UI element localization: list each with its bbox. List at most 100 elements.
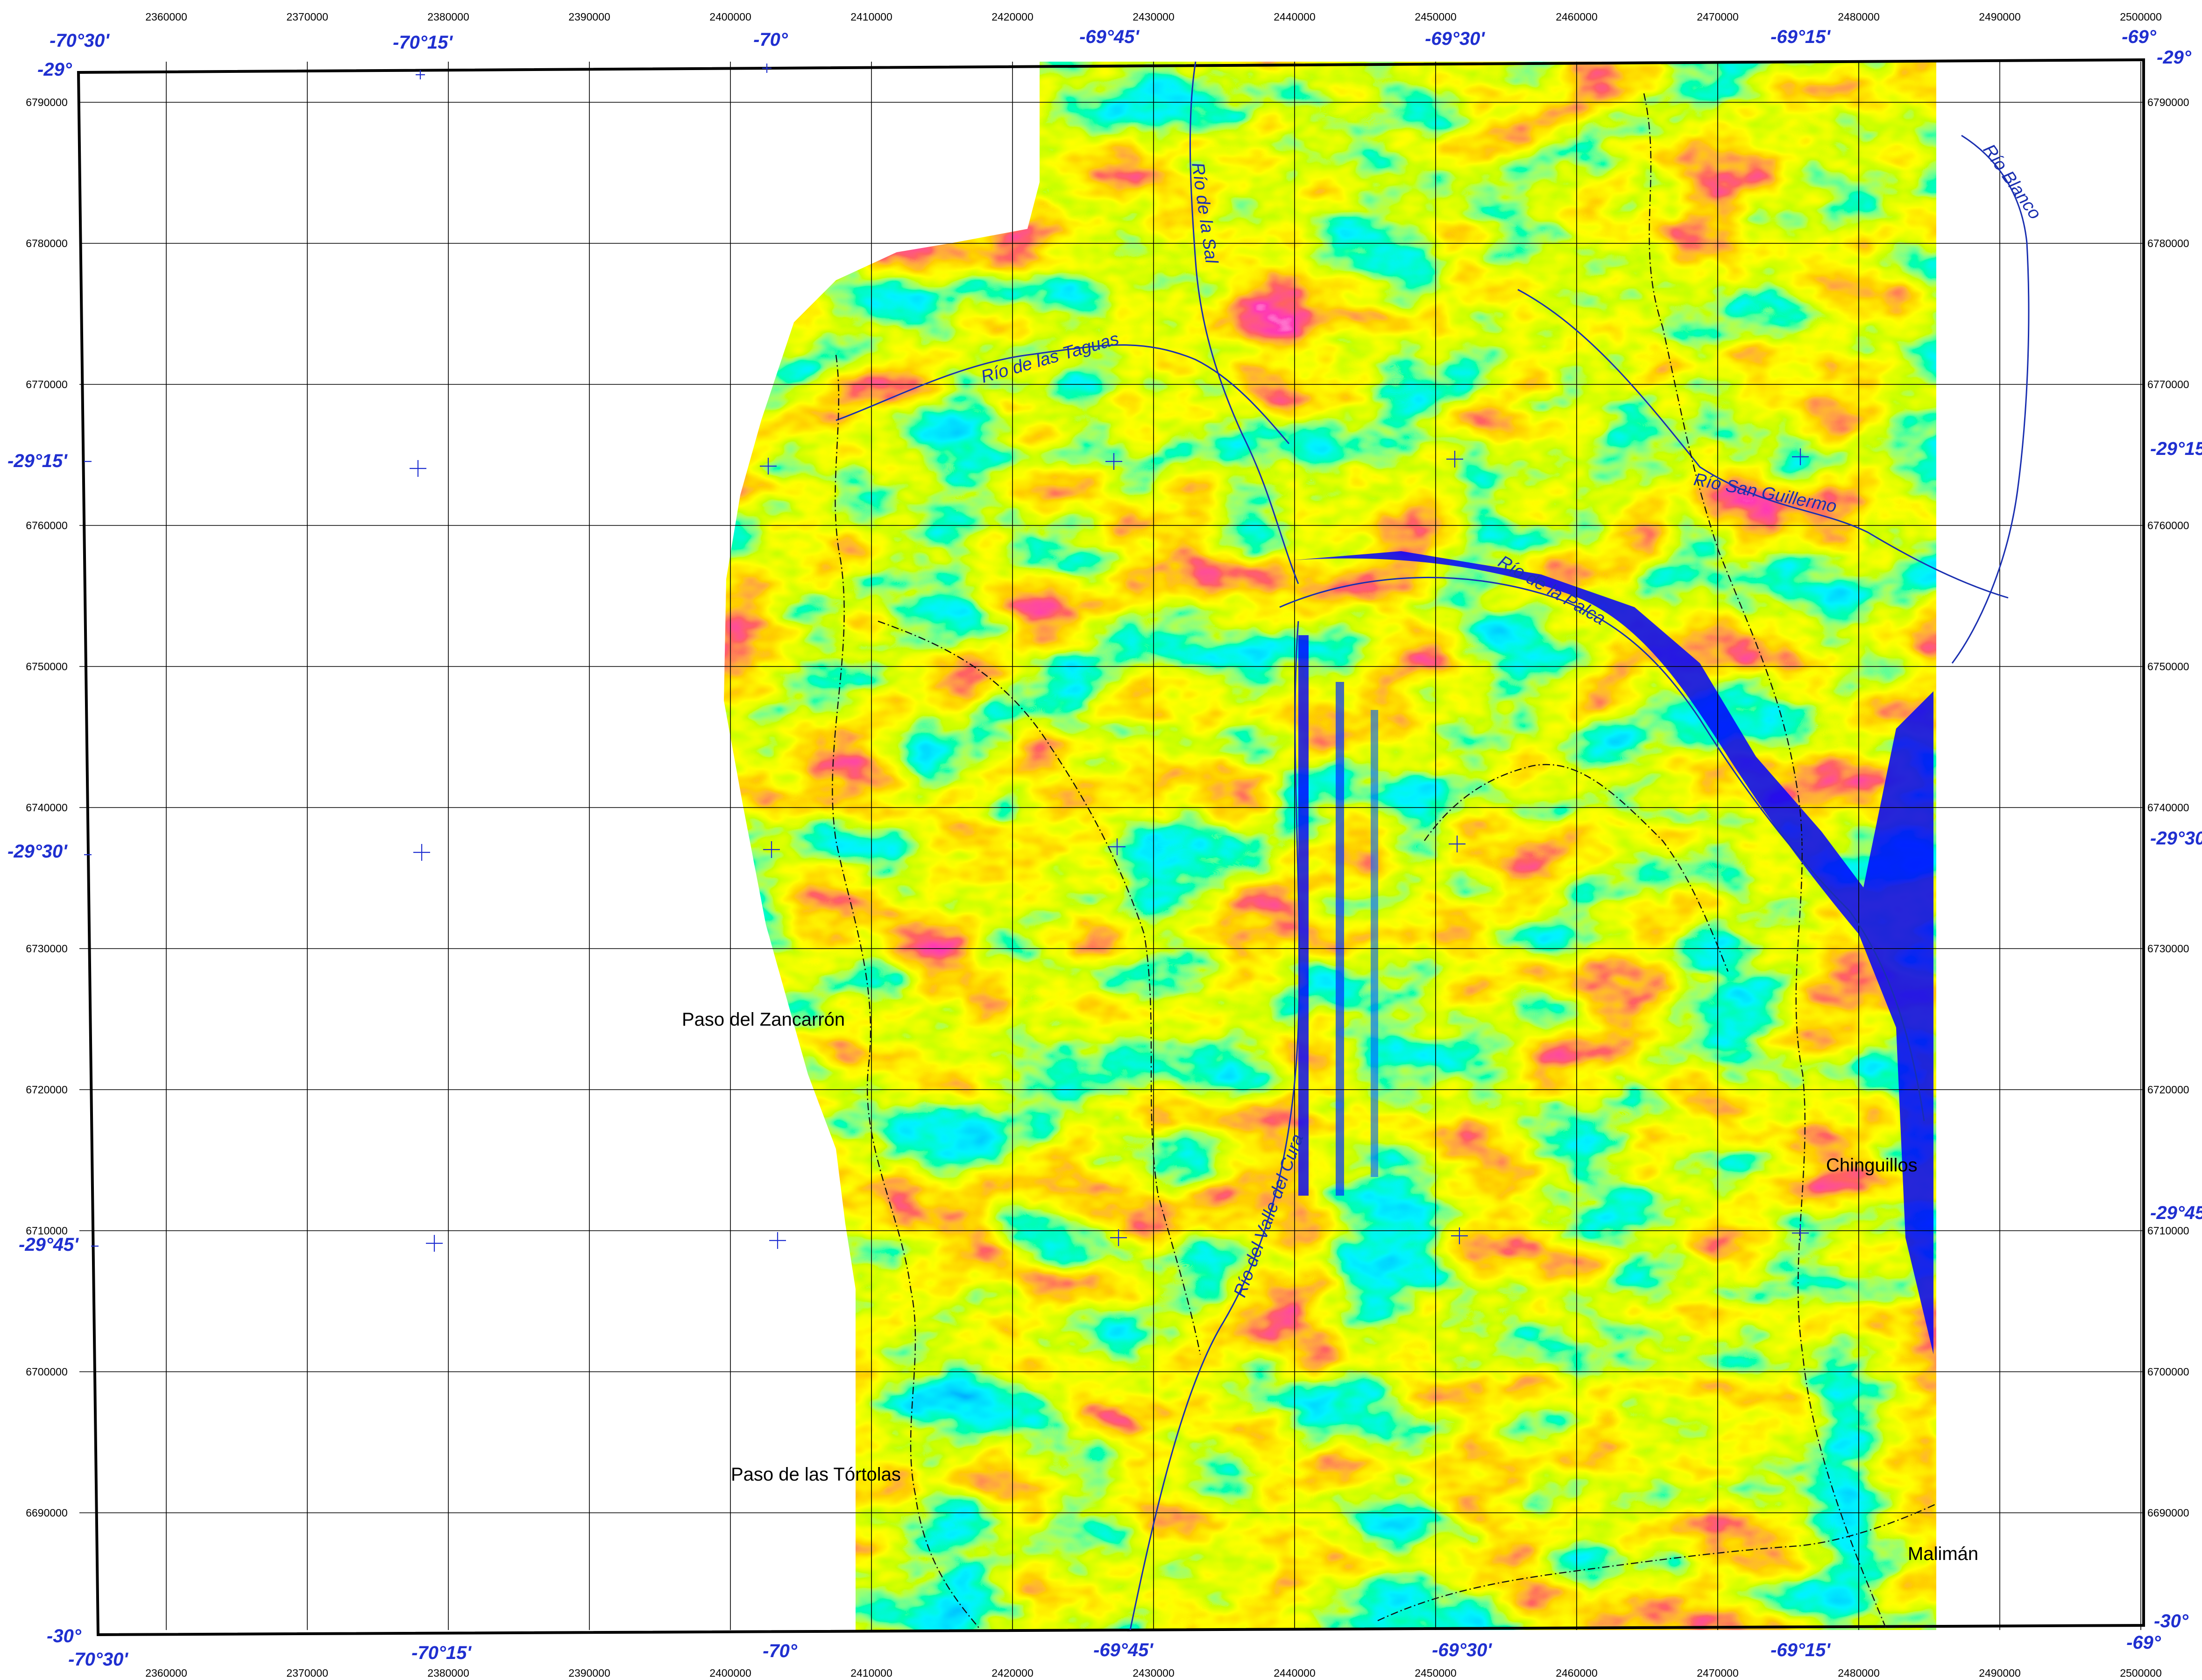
northing-label: 6740000 <box>2147 801 2189 814</box>
northing-label: 6770000 <box>26 378 68 390</box>
easting-label: 2490000 <box>1979 1667 2021 1679</box>
latitude-label: -29°45' <box>2150 1203 2202 1223</box>
easting-label: 2420000 <box>991 11 1034 23</box>
easting-label: 2440000 <box>1274 11 1316 23</box>
easting-label: 2450000 <box>1415 1667 1457 1679</box>
northing-label: 6700000 <box>2147 1366 2189 1378</box>
northing-label: 6760000 <box>2147 519 2189 532</box>
longitude-label: -70°15' <box>393 32 453 53</box>
easting-label: 2380000 <box>427 11 469 23</box>
northing-label: 6690000 <box>26 1507 68 1519</box>
place-label-tortolas: Paso de las Tórtolas <box>731 1464 901 1485</box>
northing-label: 6780000 <box>26 237 68 249</box>
easting-label: 2400000 <box>709 1667 751 1679</box>
easting-label: 2430000 <box>1133 11 1175 23</box>
northing-label: 6730000 <box>2147 943 2189 955</box>
blue-strip <box>1371 710 1378 1177</box>
latitude-label: -29° <box>2157 47 2192 68</box>
northing-label: 6740000 <box>26 801 68 814</box>
place-label-chinguillos: Chinguillos <box>1826 1155 1918 1176</box>
northing-label: 6750000 <box>26 660 68 673</box>
latitude-label: -30° <box>47 1626 82 1646</box>
northing-labels-left: 6790000 6780000 6770000 6760000 6750000 … <box>26 96 68 1519</box>
easting-label: 2370000 <box>286 1667 328 1679</box>
northing-label: 6710000 <box>2147 1225 2189 1237</box>
place-label-zancarron: Paso del Zancarrón <box>682 1009 845 1030</box>
northing-label: 6780000 <box>2147 237 2189 249</box>
graticule-crosses <box>84 64 1809 1252</box>
river-label-blanco: Río Blanco <box>1979 141 2045 223</box>
latitude-label: -29°45' <box>19 1234 79 1255</box>
easting-label: 2490000 <box>1979 11 2021 23</box>
northing-label: 6770000 <box>2147 378 2189 390</box>
latitude-labels-left: -29° -29°15' -29°30' -29°45' -30° <box>7 59 82 1646</box>
latitude-label: -30° <box>2154 1611 2189 1631</box>
northing-label: 6720000 <box>2147 1084 2189 1096</box>
northing-label: 6710000 <box>26 1225 68 1237</box>
longitude-label: -70°30' <box>50 30 110 51</box>
longitude-labels-bottom: -70°30' -70°15' -70° -69°45' -69°30' -69… <box>68 1632 2161 1670</box>
easting-label: 2500000 <box>2120 11 2162 23</box>
boundary-lines <box>832 93 1937 1630</box>
easting-label: 2450000 <box>1415 11 1457 23</box>
easting-label: 2360000 <box>145 1667 187 1679</box>
survey-boundary <box>77 58 2145 1637</box>
northing-label: 6760000 <box>26 519 68 532</box>
longitude-label: -69° <box>2126 1632 2161 1653</box>
river-network <box>835 61 2030 1630</box>
easting-label: 2470000 <box>1697 1667 1739 1679</box>
easting-label: 2390000 <box>568 1667 610 1679</box>
easting-label: 2480000 <box>1838 1667 1880 1679</box>
latitude-label: -29°15' <box>7 451 68 471</box>
rio-de-la-sal <box>1189 61 1299 584</box>
latitude-label: -29°15' <box>2150 439 2202 459</box>
easting-labels-top: 2360000 2370000 2380000 2390000 2400000 … <box>145 11 2162 23</box>
easting-label: 2470000 <box>1697 11 1739 23</box>
place-label-maliman: Malimán <box>1908 1544 1978 1564</box>
easting-label: 2500000 <box>2120 1667 2162 1679</box>
northing-label: 6790000 <box>26 96 68 108</box>
northing-label: 6790000 <box>2147 96 2189 108</box>
longitude-label: -69°30' <box>1432 1640 1492 1660</box>
easting-label: 2410000 <box>850 1667 892 1679</box>
latitude-label: -29°30' <box>7 841 68 862</box>
longitude-label: -69°15' <box>1770 27 1831 47</box>
northing-labels-right: 6790000 6780000 6770000 6760000 6750000 … <box>2147 96 2189 1519</box>
northing-label: 6690000 <box>2147 1507 2189 1519</box>
easting-label: 2360000 <box>145 11 187 23</box>
easting-label: 2410000 <box>850 11 892 23</box>
easting-label: 2480000 <box>1838 11 1880 23</box>
easting-label: 2420000 <box>991 1667 1034 1679</box>
rio-de-las-taguas <box>835 344 1290 444</box>
easting-label: 2440000 <box>1274 1667 1316 1679</box>
blue-strip <box>1298 635 1309 1196</box>
latitude-labels-right: -29° -29°15' -29°30' -29°45' -30° <box>2150 47 2202 1631</box>
easting-label: 2370000 <box>286 11 328 23</box>
longitude-labels-top: -70°30' -70°15' -70° -69°45' -69°30' -69… <box>50 27 2157 53</box>
longitude-label: -69°30' <box>1425 28 1485 49</box>
latitude-label: -29°30' <box>2150 828 2202 849</box>
easting-label: 2460000 <box>1556 11 1598 23</box>
easting-labels-bottom: 2360000 2370000 2380000 2390000 2400000 … <box>145 1667 2162 1679</box>
longitude-label: -70°15' <box>411 1643 472 1663</box>
latitude-label: -29° <box>37 59 72 80</box>
rio-blanco <box>1951 135 2030 664</box>
northing-label: 6720000 <box>26 1084 68 1096</box>
longitude-label: -69°15' <box>1770 1640 1831 1660</box>
place-labels: Paso del Zancarrón Paso de las Tórtolas … <box>682 1009 1978 1564</box>
longitude-label: -69°45' <box>1093 1640 1154 1660</box>
easting-label: 2460000 <box>1556 1667 1598 1679</box>
rio-san-guillermo <box>1517 289 2009 599</box>
rio-del-valle-del-cura <box>1129 621 1300 1630</box>
easting-label: 2400000 <box>709 11 751 23</box>
northing-label: 6730000 <box>26 943 68 955</box>
easting-label: 2430000 <box>1133 1667 1175 1679</box>
projected-grid <box>79 62 2144 1630</box>
anomaly-raster <box>724 62 1936 1630</box>
longitude-label: -69° <box>2122 27 2157 47</box>
longitude-label: -69°45' <box>1079 27 1140 47</box>
blue-strip <box>1336 682 1344 1196</box>
longitude-label: -70°30' <box>68 1649 128 1670</box>
easting-label: 2380000 <box>427 1667 469 1679</box>
